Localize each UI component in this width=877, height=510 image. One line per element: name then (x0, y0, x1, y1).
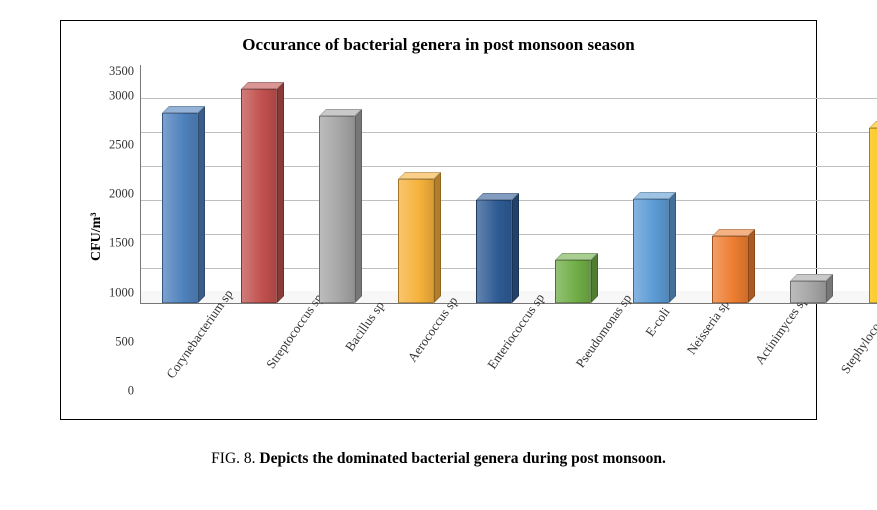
bar-slot (219, 65, 297, 303)
bar-slot (141, 65, 219, 303)
bar-top (319, 109, 362, 116)
chart-bar (790, 281, 826, 303)
bar-front (319, 116, 355, 303)
bar-side (512, 193, 519, 303)
bar-front (869, 128, 877, 303)
y-ticks: 3500300025002000150010005000 (109, 65, 140, 409)
chart-bar (633, 199, 669, 303)
chart-bar (555, 260, 591, 303)
bar-side (669, 192, 676, 303)
bar-slot (533, 65, 611, 303)
y-tick-label: 2500 (109, 139, 134, 188)
bar-top (162, 106, 205, 113)
bar-side (277, 82, 284, 303)
y-tick-label: 1000 (109, 286, 134, 335)
bar-slot (455, 65, 533, 303)
chart-bar (712, 236, 748, 303)
plot-wrap: Corynebacterium spStreptococcus spBacill… (140, 65, 877, 409)
y-tick-label: 3000 (109, 90, 134, 139)
bar-top (241, 82, 284, 89)
chart-bar (162, 113, 198, 303)
bar-front (241, 89, 277, 303)
bar-front (790, 281, 826, 303)
bar-slot (376, 65, 454, 303)
y-tick-label: 500 (109, 335, 134, 384)
bar-front (162, 113, 198, 303)
chart-bar (476, 200, 512, 303)
plot-row: CFU/m³ 3500300025002000150010005000 Cory… (85, 65, 792, 409)
caption-bold: Depicts the dominated bacterial genera d… (259, 450, 665, 467)
bar-top (633, 192, 676, 199)
bar-slot (769, 65, 847, 303)
bars-row (141, 65, 877, 303)
bar-front (555, 260, 591, 303)
bar-front (712, 236, 748, 303)
bar-side (434, 172, 441, 303)
bar-front (633, 199, 669, 303)
plot-area (140, 65, 877, 304)
y-tick-label: 1500 (109, 237, 134, 286)
bar-front (476, 200, 512, 303)
caption-prefix: FIG. 8. (211, 450, 259, 467)
bar-top (790, 274, 833, 281)
figure-caption: FIG. 8. Depicts the dominated bacterial … (60, 450, 817, 468)
chart-frame: Occurance of bacterial genera in post mo… (60, 20, 817, 420)
bar-slot (690, 65, 768, 303)
bar-slot (847, 65, 877, 303)
bar-slot (298, 65, 376, 303)
y-tick-label: 0 (109, 384, 134, 433)
y-axis-label: CFU/m³ (85, 65, 109, 409)
chart-bar (869, 128, 877, 303)
chart-title: Occurance of bacterial genera in post mo… (85, 35, 792, 55)
bar-slot (612, 65, 690, 303)
x-ticks: Corynebacterium spStreptococcus spBacill… (140, 304, 877, 409)
bar-side (748, 229, 755, 303)
bar-front (398, 179, 434, 303)
chart-bar (319, 116, 355, 303)
bar-top (476, 193, 519, 200)
y-tick-label: 2000 (109, 188, 134, 237)
bar-top (398, 172, 441, 179)
bar-top (555, 253, 598, 260)
bar-top (869, 121, 877, 128)
bar-top (712, 229, 755, 236)
bar-side (198, 106, 205, 303)
chart-bar (241, 89, 277, 303)
bar-side (355, 109, 362, 303)
bar-side (591, 253, 598, 303)
chart-bar (398, 179, 434, 303)
